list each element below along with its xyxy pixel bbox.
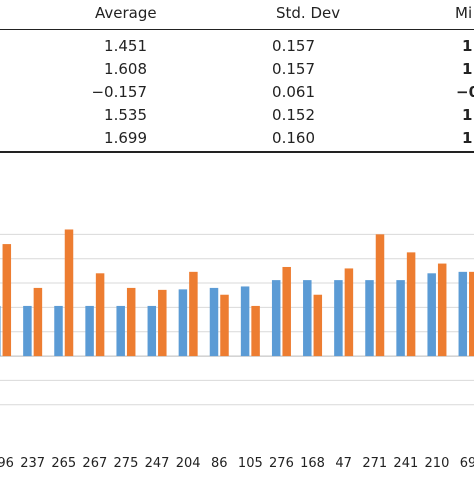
header-average: Average	[95, 4, 157, 22]
bar-series2-247	[158, 289, 167, 357]
x-tick-label-47: 47	[335, 456, 352, 471]
bar-series1-276	[271, 280, 281, 357]
x-tick-label-210: 210	[425, 456, 450, 471]
bar-series1-105	[240, 286, 250, 357]
bar-series1-69	[458, 271, 468, 357]
cell-stddev-1: 0.157	[272, 37, 315, 55]
bar-series1-204	[178, 289, 188, 357]
bar-series2-86	[220, 294, 229, 357]
bar-series2-276	[282, 266, 291, 357]
cell-stddev-2: 0.157	[272, 60, 315, 78]
bar-series1-210	[427, 273, 436, 357]
cell-stddev-5: 0.160	[272, 129, 315, 147]
x-tick-label-168: 168	[300, 456, 325, 471]
bar-series2-271	[375, 234, 385, 357]
statistics-table: Average Std. Dev Mi 1.451 0.157 1 1.608 …	[0, 0, 474, 153]
bar-series1-237	[23, 305, 32, 357]
x-tick-label-276: 276	[269, 456, 294, 471]
bar-series1-275	[116, 305, 125, 357]
table-header-rule	[0, 29, 474, 30]
cell-stddev-3: 0.061	[272, 83, 315, 101]
x-tick-label-69: 69	[460, 456, 474, 471]
bar-series2-204	[189, 271, 198, 357]
x-tick-label-275: 275	[114, 456, 139, 471]
x-tick-label-237: 237	[20, 456, 45, 471]
cell-min-4: 1	[462, 106, 473, 124]
cell-average-4: 1.535	[104, 106, 147, 124]
bar-series2-69	[469, 271, 474, 357]
bar-series1-247	[147, 305, 157, 357]
cell-average-5: 1.699	[104, 129, 147, 147]
x-tick-label-267: 267	[82, 456, 107, 471]
x-tick-label-241: 241	[393, 456, 418, 471]
bar-series1-267	[85, 305, 94, 357]
x-tick-label-105: 105	[238, 456, 263, 471]
bar-series2-168	[313, 294, 323, 357]
table-bottom-rule	[0, 151, 474, 153]
bar-series1-168	[303, 280, 312, 357]
cell-min-5: 1	[462, 129, 473, 147]
bar-series1-86	[209, 287, 219, 357]
bar-series2-237	[33, 287, 43, 357]
bar-series2-241	[406, 252, 416, 357]
bar-series1-241	[396, 280, 405, 357]
x-tick-label-204: 204	[176, 456, 201, 471]
bar-series2-47	[344, 268, 354, 357]
bar-series2-267	[95, 273, 105, 357]
bar-series1-47	[334, 280, 343, 357]
cell-average-1: 1.451	[104, 37, 147, 55]
bar-series2-275	[126, 287, 136, 357]
bar-series2-105	[251, 305, 260, 357]
cell-average-3: −0.157	[91, 83, 147, 101]
cell-stddev-4: 0.152	[272, 106, 315, 124]
bar-series1-265	[54, 305, 63, 357]
bar-series1-271	[365, 280, 374, 357]
bar-series2-196	[2, 244, 12, 357]
bar-series1-196	[0, 305, 1, 357]
x-tick-label-196: 196	[0, 456, 14, 471]
x-tick-label-86: 86	[211, 456, 228, 471]
x-tick-label-271: 271	[362, 456, 387, 471]
bar-chart: 196 237 265 267 275 247 204 86 105 276 168 47 271 241…	[0, 190, 474, 474]
cell-average-2: 1.608	[104, 60, 147, 78]
cell-min-3: −0	[456, 83, 474, 101]
bar-series2-210	[437, 263, 447, 357]
header-min: Mi	[455, 4, 473, 22]
bar-chart-svg: 196 237 265 267 275 247 204 86 105 276 168 47 271 241…	[0, 229, 474, 471]
x-tick-label-247: 247	[145, 456, 170, 471]
cell-min-1: 1	[462, 37, 473, 55]
x-tick-label-265: 265	[51, 456, 76, 471]
bar-series2-265	[64, 229, 74, 357]
cell-min-2: 1	[462, 60, 473, 78]
header-std-dev: Std. Dev	[276, 4, 341, 22]
